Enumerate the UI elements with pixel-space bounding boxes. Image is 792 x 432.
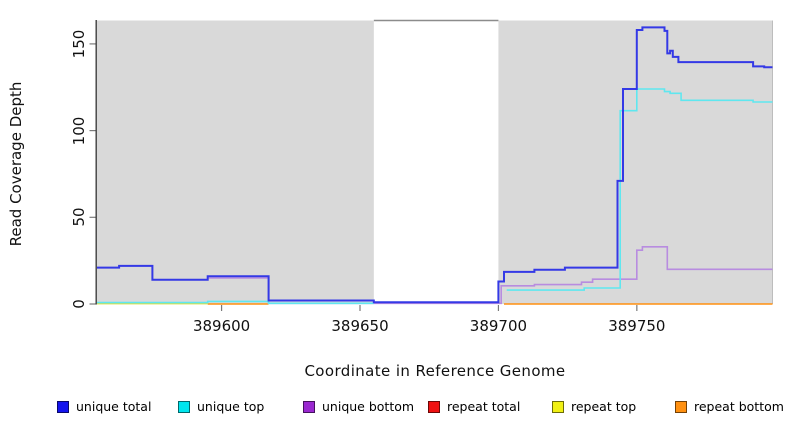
coverage-region-band (97, 20, 374, 304)
legend-swatch-repeat-total (428, 401, 440, 413)
legend-label: repeat bottom (694, 399, 784, 414)
legend-swatch-unique-total (57, 401, 69, 413)
legend-label: unique total (76, 399, 152, 414)
y-tick-label: 150 (70, 29, 88, 59)
legend-swatch-repeat-bottom (675, 401, 687, 413)
x-tick-label: 389650 (331, 317, 389, 335)
x-axis-label: Coordinate in Reference Genome (304, 362, 566, 380)
series-line-unique-top (97, 300, 374, 305)
legend-label: repeat top (571, 399, 637, 414)
legend-label: repeat total (447, 399, 521, 414)
x-tick-label: 389600 (192, 317, 251, 335)
legend-label: unique top (197, 399, 265, 414)
x-tick-label: 389750 (608, 317, 666, 335)
legend-swatch-unique-top (178, 401, 190, 413)
x-tick-label: 389700 (469, 317, 528, 335)
y-axis-label: Read Coverage Depth (7, 81, 25, 247)
legend-swatch-repeat-top (552, 401, 564, 413)
y-tick-label: 0 (70, 299, 88, 309)
legend: unique total unique top unique bottom repea… (0, 396, 792, 422)
legend-label: unique bottom (322, 399, 415, 414)
y-tick-label: 50 (70, 207, 88, 227)
y-tick-label: 100 (70, 116, 88, 145)
series-line-unique-total (97, 26, 773, 304)
legend-swatch-unique-bottom (303, 401, 315, 413)
coverage-region-band (498, 20, 773, 304)
series-line-unique-top (506, 88, 773, 291)
